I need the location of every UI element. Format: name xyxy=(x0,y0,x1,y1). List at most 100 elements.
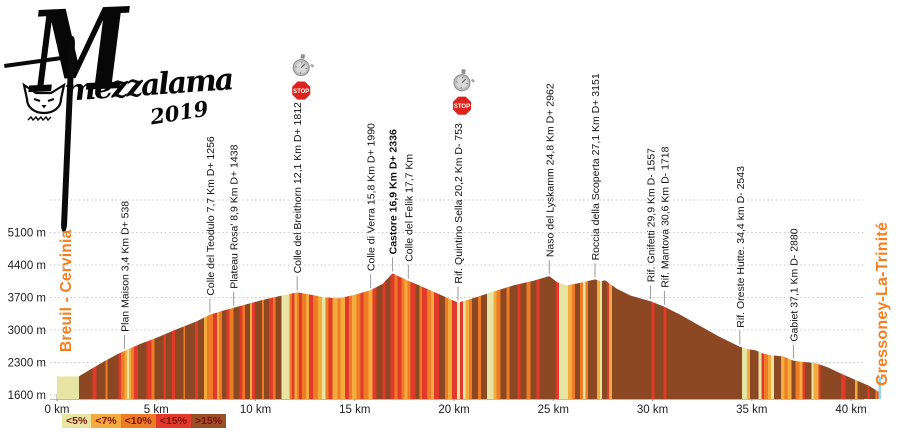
grade-stripe xyxy=(825,273,842,399)
stopwatch-hand xyxy=(461,78,467,84)
grade-stripe xyxy=(804,273,812,399)
grade-stripe xyxy=(351,273,358,399)
finish-location-label: Gressoney-La-Trinité xyxy=(874,221,891,386)
grade-stripe xyxy=(137,273,148,399)
grade-stripe xyxy=(264,273,270,399)
grade-stripe xyxy=(583,273,586,399)
waypoint-label: Naso del Lyskamm 24,8 Km D+ 2962 xyxy=(544,83,556,257)
waypoint-label: Rif. Oreste Hutte. 34,4 km D- 2543 xyxy=(735,166,747,328)
grade-stripe xyxy=(520,273,527,399)
grade-stripe xyxy=(666,273,743,399)
stopwatch-button xyxy=(470,78,476,83)
grade-stripe xyxy=(297,273,300,399)
grade-stripe xyxy=(568,273,573,399)
grade-stripe xyxy=(306,273,310,399)
grade-stripe xyxy=(385,273,391,399)
cat-face-icon xyxy=(22,82,66,122)
grade-stripe xyxy=(439,273,446,399)
grade-stripe xyxy=(459,273,464,399)
legend-item: <5% xyxy=(62,414,92,428)
grade-stripe xyxy=(419,273,423,399)
grade-stripe xyxy=(609,273,613,399)
grade-stripe xyxy=(556,273,560,399)
grade-stripe xyxy=(545,273,552,399)
grade-stripe xyxy=(92,273,98,399)
grade-stripe xyxy=(269,273,274,399)
grade-stripe xyxy=(526,273,531,399)
grade-stripe xyxy=(517,273,521,399)
x-tick-label: 20 km xyxy=(438,404,469,416)
grade-stripe xyxy=(244,273,251,399)
grade-stripe xyxy=(360,273,365,399)
grade-stripe xyxy=(131,273,135,399)
waypoint-label: Colle del Breithorn 12,1 Km D+ 1812 xyxy=(292,102,304,273)
grade-stripe xyxy=(151,273,156,399)
grade-stripe xyxy=(340,273,346,399)
grade-stripe xyxy=(322,273,326,399)
stopwatch-hand xyxy=(300,63,306,69)
grade-stripe xyxy=(410,273,416,399)
grade-stripe xyxy=(218,273,223,399)
grade-stripe xyxy=(434,273,440,399)
x-tick-label: 25 km xyxy=(538,404,569,416)
grade-stripe xyxy=(105,273,108,399)
grade-stripe xyxy=(348,273,353,399)
grade-stripe xyxy=(496,273,501,399)
grade-stripe xyxy=(242,273,246,399)
grade-stripe xyxy=(758,273,763,399)
stopwatch-ticks xyxy=(295,61,308,74)
grade-stripe xyxy=(773,273,782,399)
grade-stripe xyxy=(154,273,164,399)
grade-stripe xyxy=(183,273,186,399)
grade-stripe xyxy=(654,273,664,399)
grade-stripe xyxy=(539,273,546,399)
grade-stripe xyxy=(229,273,235,399)
grade-stripe xyxy=(530,273,537,399)
grade-stripe xyxy=(249,273,253,399)
grade-stripe xyxy=(771,273,775,399)
grade-stripe xyxy=(107,273,119,399)
grade-stripe xyxy=(292,273,295,399)
grade-stripe xyxy=(663,273,667,399)
grade-stripe xyxy=(272,273,276,399)
grade-stripe xyxy=(209,273,214,399)
grade-stripe xyxy=(493,273,498,399)
x-tick-label: 40 km xyxy=(835,404,866,416)
x-tick-label: 10 km xyxy=(240,404,271,416)
grade-stripe xyxy=(572,273,576,399)
grade-stripe xyxy=(768,273,772,399)
stopwatch-button xyxy=(310,63,315,68)
grade-stripe xyxy=(445,273,449,399)
grade-stripe xyxy=(382,273,386,399)
grade-stripe xyxy=(651,273,655,399)
waypoint-label: Gabiet 37,1 Km D- 2880 xyxy=(788,228,800,341)
grade-stripe xyxy=(854,273,858,399)
y-tick-label: 2300 m xyxy=(8,358,46,370)
grade-stripe xyxy=(325,273,329,399)
stop-sign-icon xyxy=(451,95,473,117)
x-tick-label: 0 km xyxy=(45,404,70,416)
grade-stripe xyxy=(299,273,303,399)
grade-stripe xyxy=(206,273,211,399)
grade-stripe xyxy=(746,273,751,399)
grade-stripe xyxy=(171,273,176,399)
stop-sign-text: STOP xyxy=(454,104,470,110)
x-tick-label: 35 km xyxy=(736,404,767,416)
grade-stripe xyxy=(587,273,598,399)
waypoint-label: Colle del Felik 17,7 Km xyxy=(403,154,415,262)
grade-stripe xyxy=(575,273,581,399)
grade-stripe xyxy=(251,273,256,399)
grade-stripe xyxy=(500,273,507,399)
grade-stripe xyxy=(843,273,846,399)
y-tick-label: 5100 m xyxy=(8,228,46,240)
grade-stripe xyxy=(134,273,139,399)
stopwatch-ticks xyxy=(455,76,468,89)
grade-stripe xyxy=(415,273,420,399)
grade-stripe xyxy=(318,273,323,399)
grade-stripe xyxy=(221,273,228,399)
grade-stripe xyxy=(764,273,769,399)
legend-item: <15% xyxy=(155,414,191,428)
grade-stripe xyxy=(427,273,432,399)
stopwatch-crown xyxy=(300,54,305,59)
